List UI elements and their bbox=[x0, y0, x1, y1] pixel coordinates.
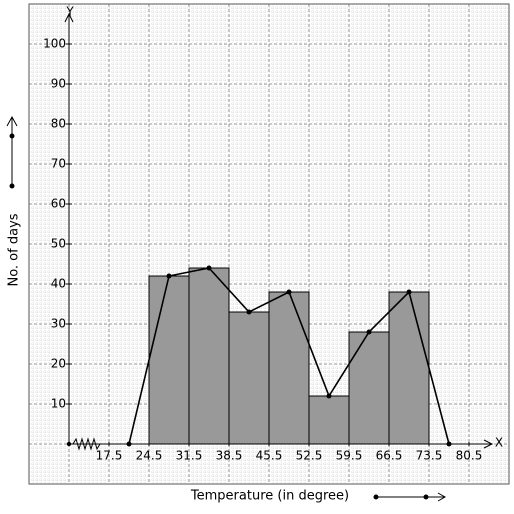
x-tick-label: 17.5 bbox=[96, 449, 123, 463]
x-tick-label: 73.5 bbox=[416, 449, 443, 463]
x-tick-label: 59.5 bbox=[336, 449, 363, 463]
bar bbox=[148, 275, 190, 445]
polygon-point bbox=[246, 309, 252, 315]
y-axis-title: No. of days bbox=[7, 213, 22, 286]
polygon-point bbox=[286, 289, 292, 295]
polygon-point bbox=[166, 273, 172, 279]
bar bbox=[188, 267, 230, 445]
polygon-point bbox=[366, 329, 372, 335]
x-tick-label: 31.5 bbox=[176, 449, 203, 463]
polygon-point bbox=[126, 441, 132, 447]
x-tick-label: 52.5 bbox=[296, 449, 323, 463]
paper-border bbox=[28, 3, 510, 485]
x-axis-title: Temperature (in degree) bbox=[190, 489, 349, 504]
x-tick-label: 24.5 bbox=[136, 449, 163, 463]
x-tick-label: 80.5 bbox=[456, 449, 483, 463]
bar bbox=[268, 291, 310, 445]
polygon-point bbox=[406, 289, 412, 295]
bar bbox=[228, 311, 270, 445]
y-axis-letter: Y bbox=[65, 5, 74, 19]
y-arrow bbox=[64, 12, 74, 23]
y-tick-label: 10 bbox=[51, 397, 66, 411]
origin-dot bbox=[66, 441, 72, 447]
bar bbox=[388, 291, 430, 445]
x-tick-label: 38.5 bbox=[216, 449, 243, 463]
y-tick-label: 100 bbox=[43, 37, 66, 51]
polygon-point bbox=[446, 441, 452, 447]
x-tick-label: 45.5 bbox=[256, 449, 283, 463]
y-tick-label: 90 bbox=[51, 77, 66, 91]
y-tick-label: 30 bbox=[51, 317, 66, 331]
x-tick-label: 66.5 bbox=[376, 449, 403, 463]
x-axis-letter: X bbox=[495, 436, 503, 450]
axis-break bbox=[72, 437, 101, 451]
bar bbox=[348, 331, 390, 445]
y-tick-label: 70 bbox=[51, 157, 66, 171]
bar bbox=[308, 395, 350, 445]
y-tick-label: 40 bbox=[51, 277, 66, 291]
polygon-point bbox=[326, 393, 332, 399]
decor-arrows bbox=[6, 115, 447, 502]
y-tick-label: 80 bbox=[51, 117, 66, 131]
polygon-point bbox=[206, 265, 212, 271]
y-tick-label: 60 bbox=[51, 197, 66, 211]
x-arrow bbox=[483, 439, 494, 449]
y-tick-label: 50 bbox=[51, 237, 66, 251]
y-tick-label: 20 bbox=[51, 357, 66, 371]
